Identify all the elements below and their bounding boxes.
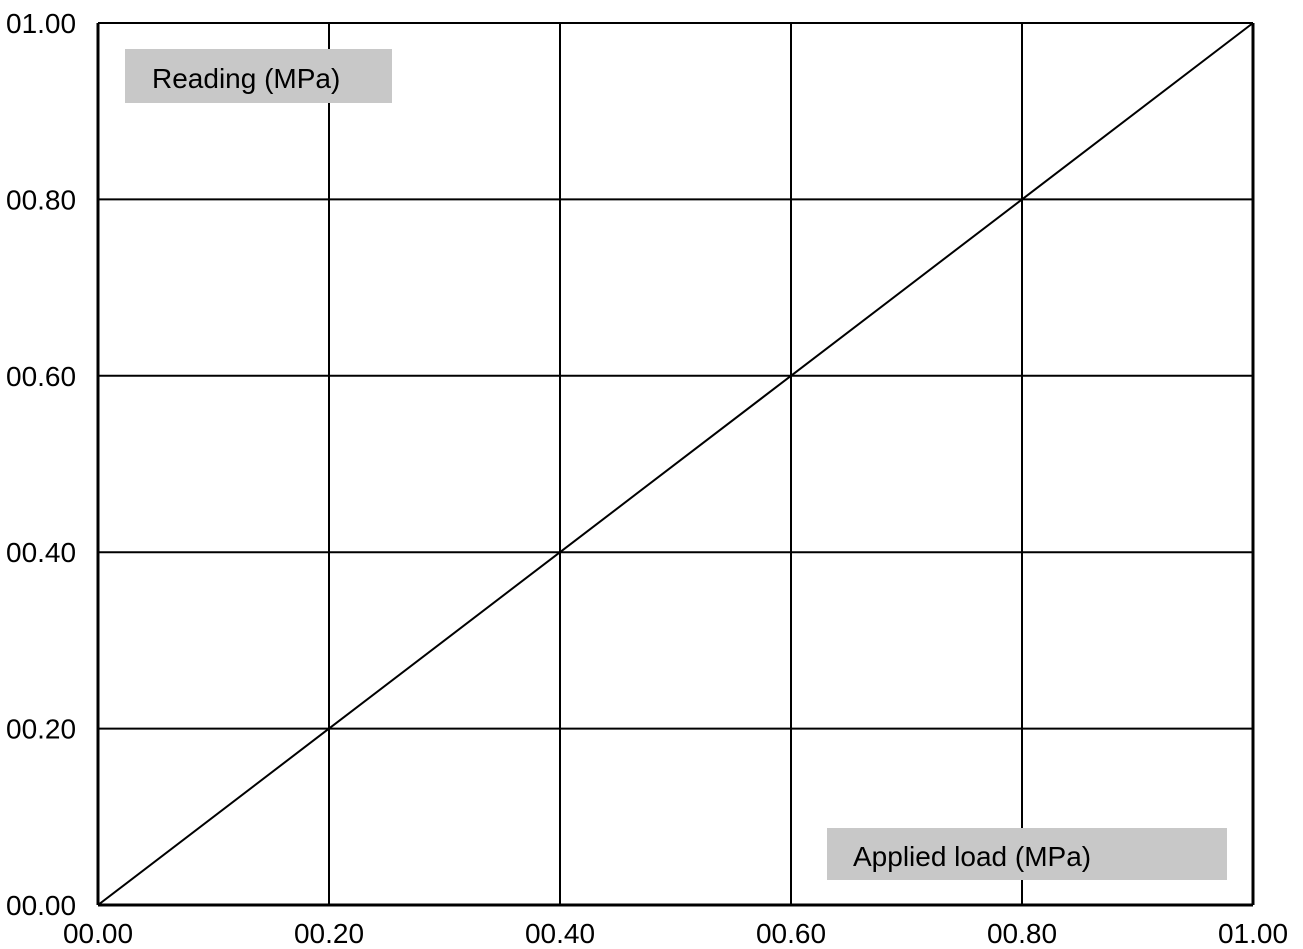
y-tick-label: 00.20 — [6, 714, 76, 745]
xlabel-box: Applied load (MPa) — [827, 828, 1227, 880]
series-layer — [97, 22, 1254, 906]
x-tick-label: 01.00 — [1218, 918, 1288, 949]
y-axis-label: Reading (MPa) — [152, 63, 340, 94]
y-tick-label: 01.00 — [6, 8, 76, 39]
y-tick-label: 00.00 — [6, 890, 76, 921]
y-tick-label: 00.40 — [6, 537, 76, 568]
ylabel-box: Reading (MPa) — [125, 49, 392, 103]
grid — [96, 22, 1255, 907]
series-line — [97, 22, 1254, 906]
x-tick-label: 00.80 — [987, 918, 1057, 949]
x-tick-label: 00.40 — [525, 918, 595, 949]
x-tick-label: 00.60 — [756, 918, 826, 949]
y-tick-label: 00.60 — [6, 361, 76, 392]
x-axis-label: Applied load (MPa) — [853, 841, 1091, 872]
x-tick-label: 00.20 — [294, 918, 364, 949]
tick-labels: 00.00 00.20 00.40 00.60 00.80 01.00 00.00 00.20… — [6, 8, 1288, 949]
y-tick-label: 00.80 — [6, 184, 76, 215]
x-tick-label: 00.00 — [63, 918, 133, 949]
